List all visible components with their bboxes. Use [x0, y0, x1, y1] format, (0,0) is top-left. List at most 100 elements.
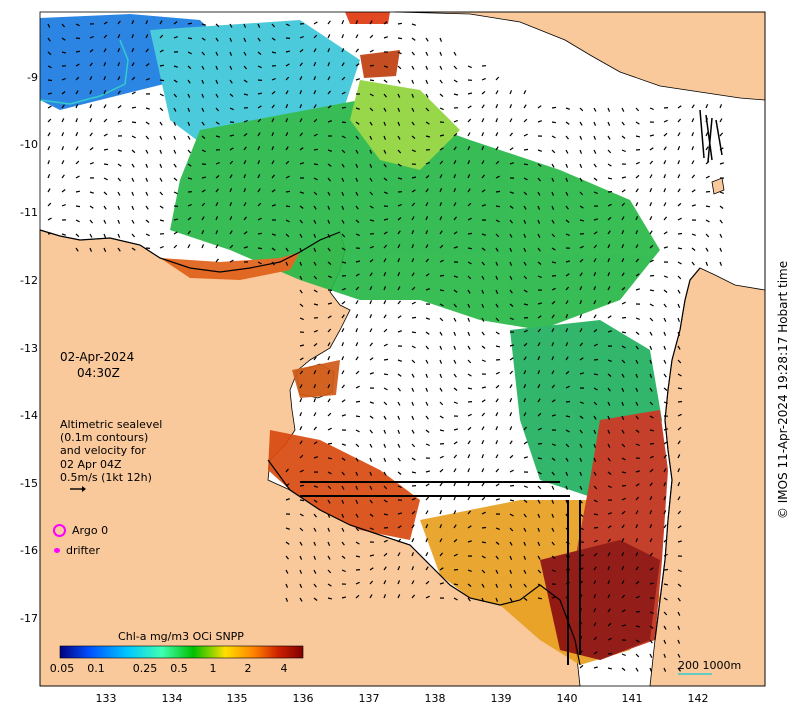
velocity-arrow [327, 384, 331, 389]
velocity-arrow [509, 104, 513, 109]
velocity-arrow [467, 275, 472, 280]
velocity-arrow [369, 205, 374, 209]
velocity-arrow [271, 189, 276, 193]
velocity-arrow [327, 247, 331, 252]
velocity-arrow [75, 160, 80, 165]
velocity-arrow [257, 37, 261, 42]
colorbar-title: Chl-a mg/m3 OCi SNPP [118, 630, 244, 643]
velocity-arrow [411, 230, 415, 235]
velocity-arrow [89, 132, 93, 137]
velocity-arrow [635, 510, 639, 515]
velocity-arrow [719, 104, 723, 109]
velocity-arrow [537, 499, 541, 504]
velocity-arrow [425, 37, 429, 42]
velocity-arrow [677, 160, 681, 165]
velocity-arrow [635, 288, 640, 291]
velocity-arrow [75, 63, 80, 67]
velocity-arrow [383, 36, 388, 39]
velocity-arrow [495, 541, 500, 545]
velocity-arrow [397, 373, 402, 377]
velocity-arrow [537, 105, 542, 109]
velocity-arrow [635, 496, 640, 501]
velocity-arrow [579, 328, 583, 333]
velocity-arrow [369, 300, 373, 305]
velocity-arrow [649, 107, 654, 111]
velocity-arrow [509, 147, 514, 151]
velocity-arrow [369, 149, 373, 154]
velocity-arrow [621, 359, 626, 364]
velocity-arrow [285, 597, 289, 602]
velocity-arrow [537, 442, 543, 445]
velocity-arrow [621, 286, 626, 291]
velocity-arrow [565, 135, 569, 140]
velocity-arrow [411, 202, 416, 207]
velocity-arrow [453, 454, 458, 459]
velocity-arrow [257, 105, 262, 109]
velocity-arrow [481, 496, 486, 501]
velocity-arrow [201, 244, 205, 249]
velocity-arrow [285, 468, 289, 473]
velocity-arrow [341, 569, 346, 573]
velocity-arrow [579, 135, 583, 140]
velocity-arrow [593, 373, 599, 376]
velocity-arrow [565, 400, 571, 403]
velocity-arrow [355, 177, 359, 182]
velocity-arrow [663, 146, 667, 151]
velocity-arrow [677, 232, 683, 235]
velocity-arrow [145, 205, 149, 210]
velocity-arrow [187, 230, 191, 235]
velocity-arrow [313, 426, 317, 431]
velocity-arrow [201, 121, 205, 126]
velocity-arrow [299, 384, 303, 389]
velocity-arrow [285, 90, 289, 95]
velocity-arrow [621, 331, 627, 334]
lat-tick: -11 [20, 206, 38, 219]
velocity-arrow [565, 314, 569, 319]
velocity-arrow [355, 63, 360, 67]
velocity-arrow [397, 286, 401, 291]
velocity-arrow [383, 121, 387, 126]
velocity-arrow [663, 188, 667, 193]
velocity-arrow [397, 107, 401, 112]
velocity-arrow [551, 163, 555, 168]
velocity-arrow [523, 90, 527, 95]
velocity-arrow [677, 400, 683, 403]
velocity-arrow [243, 231, 248, 235]
velocity-arrow [341, 76, 346, 81]
argo-marker-icon [53, 524, 66, 537]
velocity-arrow [47, 160, 50, 165]
velocity-arrow [607, 121, 611, 126]
velocity-arrow [593, 526, 599, 529]
velocity-arrow [75, 50, 81, 53]
velocity-arrow [271, 51, 277, 54]
velocity-arrow [215, 23, 220, 28]
velocity-arrow [425, 202, 429, 207]
velocity-arrow [537, 485, 542, 490]
velocity-arrow [649, 415, 654, 419]
velocity-arrow [663, 246, 668, 249]
velocity-arrow [145, 48, 149, 53]
velocity-arrow [621, 429, 625, 434]
velocity-arrow [565, 191, 569, 196]
velocity-arrow [509, 233, 513, 238]
velocity-arrow [607, 286, 611, 291]
velocity-arrow [439, 174, 443, 179]
velocity-arrow [299, 527, 304, 532]
velocity-arrow [313, 191, 318, 196]
velocity-arrow [677, 496, 681, 501]
velocity-arrow [187, 177, 193, 180]
altimetry-note-line: 02 Apr 04Z [60, 457, 122, 471]
velocity-arrow [635, 401, 639, 406]
velocity-arrow [271, 37, 276, 41]
velocity-arrow [425, 107, 430, 112]
velocity-arrow [663, 132, 668, 137]
velocity-arrow [621, 538, 625, 543]
velocity-arrow [299, 597, 303, 602]
velocity-arrow [607, 622, 612, 627]
velocity-arrow [467, 303, 471, 308]
velocity-arrow [551, 135, 556, 139]
velocity-arrow [327, 342, 331, 347]
velocity-arrow [187, 244, 191, 249]
lat-tick: -13 [20, 342, 38, 355]
velocity-arrow [635, 538, 639, 543]
